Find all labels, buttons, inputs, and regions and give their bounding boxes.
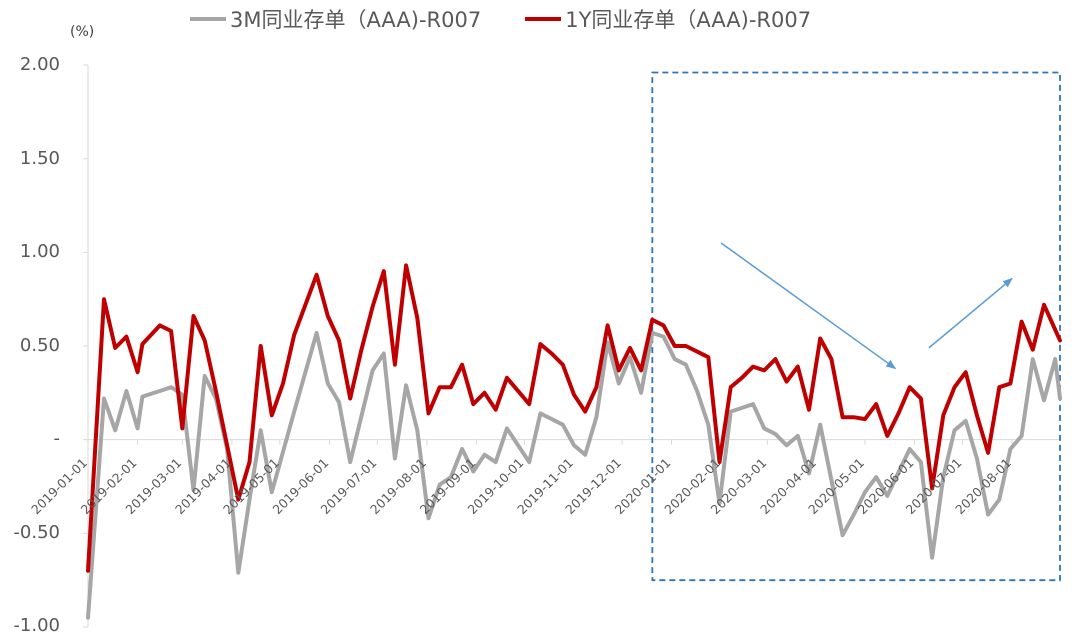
trend-arrow: [720, 242, 897, 370]
legend-item-3m: 3M同业存单（AAA)-R007: [190, 4, 481, 34]
series-line-1y: [86, 263, 1062, 573]
y-tick-label: -0.50: [13, 522, 60, 543]
y-tick-label: 2.00: [19, 54, 60, 75]
y-tick-label: 0.50: [19, 335, 60, 356]
y-tick-label: 1.00: [19, 241, 60, 262]
highlight-box: [651, 71, 1061, 582]
y-tick-label: -1.00: [13, 615, 60, 636]
trend-arrow: [928, 277, 1013, 349]
series-layer: [86, 263, 1062, 620]
legend-swatch-3m: [190, 17, 226, 21]
unit-label: (%): [70, 24, 95, 40]
legend-swatch-1y: [525, 17, 562, 21]
series-line-3m: [86, 330, 1062, 620]
legend-label-3m: 3M同业存单（AAA)-R007: [230, 8, 482, 32]
axis-layer: [83, 64, 1060, 628]
legend-item-1y: 1Y同业存单（AAA)-R007: [525, 4, 811, 34]
legend-label-1y: 1Y同业存单（AAA)-R007: [565, 8, 812, 32]
y-tick-label: 1.50: [19, 148, 60, 169]
legend: 3M同业存单（AAA)-R007 1Y同业存单（AAA)-R007: [190, 4, 811, 34]
annotation-layer: [651, 71, 1061, 582]
x-tick-labels: 2019-01-012019-02-012019-03-012019-04-01…: [28, 455, 1014, 517]
y-tick-label: -: [53, 428, 61, 449]
